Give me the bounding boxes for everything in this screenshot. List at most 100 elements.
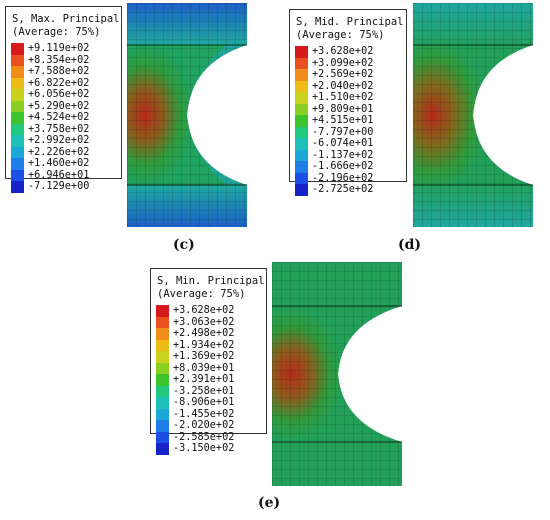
legend-value: +3.099e+02 [312,57,374,69]
legend-value: +2.498e+02 [173,328,235,339]
legend-subtitle: (Average: 75%) [12,26,101,38]
legend-swatch [156,374,169,386]
legend-value: +8.039e+01 [173,362,235,374]
legend-c: S, Max. Principal (Average: 75%) +9.119e… [5,6,122,193]
legend-row: +6.056e+02 [6,89,121,101]
legend-swatch [156,385,169,397]
legend-swatch [295,92,308,104]
legend-swatch [11,181,24,193]
legend-swatch [11,100,24,112]
caption-e: (e) [258,495,281,511]
legend-value: -7.797e+00 [312,126,374,138]
legend-value: +3.628e+02 [173,305,235,316]
legend-d: S, Mid. Principal (Average: 75%) +3.628e… [289,9,407,196]
legend-row: -1.666e+02 [290,161,406,173]
legend-value: +4.524e+02 [28,112,90,123]
legend-value: +6.822e+02 [28,77,90,89]
legend-swatch [156,443,169,455]
legend-swatch [156,362,169,374]
legend-value: +8.354e+02 [28,54,90,66]
legend-row: +2.498e+02 [151,328,266,340]
legend-row: +2.391e+01 [151,374,266,386]
legend-swatch [156,339,169,351]
legend-swatch [11,66,24,78]
legend-swatch [295,69,308,81]
legend-title: S, Mid. Principal [296,16,404,28]
legend-row: +3.099e+02 [290,57,406,69]
legend-row: +2.569e+02 [290,69,406,81]
legend-swatch [156,351,169,363]
legend-swatch [295,103,308,115]
legend-swatch [156,431,169,443]
legend-row: +1.369e+02 [151,351,266,363]
legend-value: +3.758e+02 [28,123,90,135]
legend-value: +3.063e+02 [173,316,235,328]
fe-mesh-contour-c [127,3,247,227]
legend-value: +3.628e+02 [312,46,374,57]
legend-swatch [295,184,308,196]
legend-value: +1.369e+02 [173,351,235,362]
legend-value: +5.290e+02 [28,100,90,112]
legend-row: +4.524e+02 [6,112,121,124]
legend-row: -3.258e+01 [151,385,266,397]
legend-row: +2.040e+02 [290,80,406,92]
plate-model-d [413,3,533,227]
legend-value: -1.666e+02 [312,161,374,172]
legend-value: +6.056e+02 [28,89,90,100]
legend-value: +1.460e+02 [28,158,90,169]
legend-title: S, Max. Principal [12,13,120,25]
legend-row: +1.510e+02 [290,92,406,104]
legend-value: -1.455e+02 [173,408,235,420]
legend-swatch [11,146,24,158]
legend-value: -3.150e+02 [173,443,235,454]
legend-swatch [11,135,24,147]
legend-swatch [295,138,308,150]
legend-value: -1.137e+02 [312,149,374,161]
legend-row: +9.119e+02 [6,43,121,55]
caption-d: (d) [398,237,422,253]
legend-swatch [295,57,308,69]
legend-row: -2.725e+02 [290,184,406,196]
legend-e: S, Min. Principal (Average: 75%) +3.628e… [150,268,267,455]
legend-swatch [156,305,169,317]
legend-value: +4.515e+01 [312,115,374,126]
legend-row: +4.515e+01 [290,115,406,127]
legend-value: +6.946e+01 [28,169,90,181]
legend-value: -6.074e+01 [312,138,374,149]
plate-model-c [127,3,247,227]
legend-value: -2.020e+02 [173,420,235,431]
legend-row: -7.797e+00 [290,126,406,138]
legend-swatch [295,80,308,92]
plate-model-e [272,262,402,486]
legend-row: +1.460e+02 [6,158,121,170]
legend-row: -1.455e+02 [151,408,266,420]
legend-row: -2.196e+02 [290,172,406,184]
legend-value: -7.129e+00 [28,181,90,192]
legend-swatch [11,54,24,66]
legend-row: -6.074e+01 [290,138,406,150]
legend-row: +2.226e+02 [6,146,121,158]
legend-value: -8.906e+01 [173,397,235,408]
legend-value: -3.258e+01 [173,385,235,397]
legend-row: +3.063e+02 [151,316,266,328]
legend-swatch [11,89,24,101]
legend-row: +3.628e+02 [290,46,406,58]
legend-swatch [156,316,169,328]
legend-swatch [11,77,24,89]
legend-swatch [156,420,169,432]
fe-mesh-contour-d [413,3,533,227]
legend-row: +3.628e+02 [151,305,266,317]
legend-value: +2.226e+02 [28,146,90,158]
legend-row: +3.758e+02 [6,123,121,135]
legend-swatch [156,408,169,420]
legend-swatch [11,158,24,170]
legend-value: -2.585e+02 [173,431,235,443]
legend-row: -7.129e+00 [6,181,121,193]
legend-swatch [295,115,308,127]
legend-row: +8.354e+02 [6,54,121,66]
legend-value: -2.725e+02 [312,184,374,195]
legend-swatch [295,149,308,161]
legend-row: +6.822e+02 [6,77,121,89]
legend-swatch [11,169,24,181]
caption-c: (c) [173,237,195,253]
